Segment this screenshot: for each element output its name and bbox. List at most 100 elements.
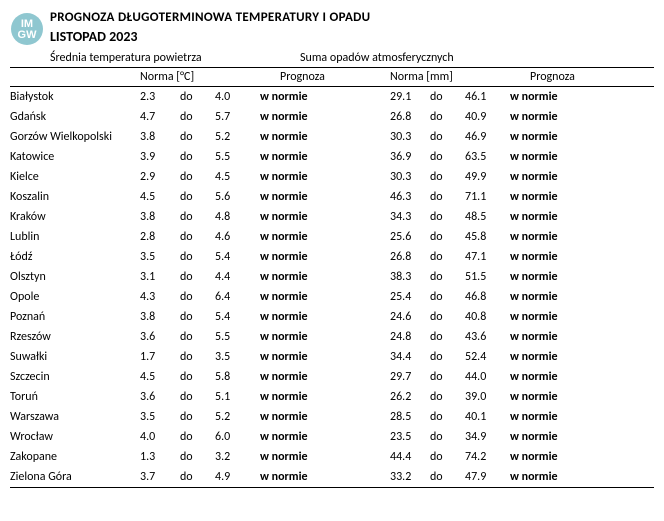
section-labels: Średnia temperatura powietrza Suma opadó… xyxy=(50,51,654,65)
cell-precip-prognosis: w normie xyxy=(510,230,654,244)
cell-temp-high: 5.6 xyxy=(215,190,260,204)
cell-do: do xyxy=(180,430,215,444)
cell-precip-prognosis: w normie xyxy=(510,310,654,324)
cell-do: do xyxy=(180,150,215,164)
cell-temp-high: 4.9 xyxy=(215,470,260,484)
cell-do: do xyxy=(430,450,465,464)
cell-temp-prognosis: w normie xyxy=(260,230,390,244)
cell-temp-low: 3.6 xyxy=(140,390,180,404)
cell-do: do xyxy=(430,390,465,404)
cell-do: do xyxy=(180,350,215,364)
cell-temp-prognosis: w normie xyxy=(260,470,390,484)
cell-precip-high: 40.9 xyxy=(465,110,510,124)
cell-precip-high: 63.5 xyxy=(465,150,510,164)
cell-temp-high: 4.6 xyxy=(215,230,260,244)
cell-precip-prognosis: w normie xyxy=(510,270,654,284)
cell-temp-prognosis: w normie xyxy=(260,130,390,144)
cell-precip-high: 46.9 xyxy=(465,130,510,144)
cell-city: Gdańsk xyxy=(10,110,140,124)
cell-precip-high: 74.2 xyxy=(465,450,510,464)
cell-do: do xyxy=(430,150,465,164)
cell-precip-prognosis: w normie xyxy=(510,450,654,464)
cell-do: do xyxy=(430,190,465,204)
cell-precip-prognosis: w normie xyxy=(510,370,654,384)
table-row: Gorzów Wielkopolski3.8do5.2w normie30.3d… xyxy=(10,127,654,147)
cell-temp-low: 4.7 xyxy=(140,110,180,124)
table-row: Zakopane1.3do3.2w normie44.4do74.2w norm… xyxy=(10,447,654,467)
cell-temp-high: 5.4 xyxy=(215,250,260,264)
cell-temp-high: 6.0 xyxy=(215,430,260,444)
cell-temp-prognosis: w normie xyxy=(260,350,390,364)
header-prog-precip: Prognoza xyxy=(530,70,654,84)
header-prog-temp: Prognoza xyxy=(280,70,390,84)
cell-temp-low: 1.7 xyxy=(140,350,180,364)
cell-precip-prognosis: w normie xyxy=(510,330,654,344)
cell-precip-prognosis: w normie xyxy=(510,350,654,364)
cell-city: Gorzów Wielkopolski xyxy=(10,130,140,144)
cell-precip-low: 44.4 xyxy=(390,450,430,464)
cell-precip-high: 52.4 xyxy=(465,350,510,364)
header: IM GW PROGNOZA DŁUGOTERMINOWA TEMPERATUR… xyxy=(10,8,654,65)
cell-temp-prognosis: w normie xyxy=(260,110,390,124)
cell-do: do xyxy=(180,250,215,264)
cell-precip-prognosis: w normie xyxy=(510,90,654,104)
cell-city: Kielce xyxy=(10,170,140,184)
precipitation-section-label: Suma opadów atmosferycznych xyxy=(300,51,654,65)
cell-precip-prognosis: w normie xyxy=(510,470,654,484)
cell-temp-prognosis: w normie xyxy=(260,430,390,444)
cell-city: Lublin xyxy=(10,230,140,244)
cell-precip-prognosis: w normie xyxy=(510,190,654,204)
logo-text-2: GW xyxy=(18,29,38,41)
table-row: Lublin2.8do4.6w normie25.6do45.8w normie xyxy=(10,227,654,247)
cell-city: Koszalin xyxy=(10,190,140,204)
cell-precip-high: 51.5 xyxy=(465,270,510,284)
temperature-section-label: Średnia temperatura powietrza xyxy=(50,51,300,65)
cell-temp-prognosis: w normie xyxy=(260,390,390,404)
cell-temp-prognosis: w normie xyxy=(260,190,390,204)
header-norm-precip: Norma [mm] xyxy=(390,70,530,84)
cell-precip-prognosis: w normie xyxy=(510,410,654,424)
cell-city: Suwałki xyxy=(10,350,140,364)
cell-precip-low: 29.1 xyxy=(390,90,430,104)
cell-temp-low: 4.0 xyxy=(140,430,180,444)
header-norm-temp: Norma [°C] xyxy=(140,70,280,84)
cell-city: Białystok xyxy=(10,90,140,104)
cell-city: Szczecin xyxy=(10,370,140,384)
cell-do: do xyxy=(430,370,465,384)
cell-do: do xyxy=(430,210,465,224)
cell-do: do xyxy=(180,110,215,124)
cell-do: do xyxy=(430,470,465,484)
cell-temp-prognosis: w normie xyxy=(260,250,390,264)
cell-precip-low: 33.2 xyxy=(390,470,430,484)
cell-precip-high: 48.5 xyxy=(465,210,510,224)
table-row: Koszalin4.5do5.6w normie46.3do71.1w norm… xyxy=(10,187,654,207)
cell-do: do xyxy=(430,250,465,264)
cell-temp-low: 3.5 xyxy=(140,410,180,424)
cell-city: Wrocław xyxy=(10,430,140,444)
cell-precip-high: 46.1 xyxy=(465,90,510,104)
cell-temp-high: 3.5 xyxy=(215,350,260,364)
cell-do: do xyxy=(180,330,215,344)
cell-city: Łódź xyxy=(10,250,140,264)
table-row: Poznań3.8do5.4w normie24.6do40.8w normie xyxy=(10,307,654,327)
cell-temp-low: 3.8 xyxy=(140,310,180,324)
cell-precip-low: 23.5 xyxy=(390,430,430,444)
cell-temp-prognosis: w normie xyxy=(260,270,390,284)
cell-do: do xyxy=(430,170,465,184)
cell-precip-low: 28.5 xyxy=(390,410,430,424)
cell-precip-low: 36.9 xyxy=(390,150,430,164)
cell-temp-prognosis: w normie xyxy=(260,170,390,184)
cell-do: do xyxy=(430,430,465,444)
cell-precip-low: 26.2 xyxy=(390,390,430,404)
cell-do: do xyxy=(430,110,465,124)
cell-precip-prognosis: w normie xyxy=(510,210,654,224)
cell-precip-high: 39.0 xyxy=(465,390,510,404)
cell-temp-low: 3.6 xyxy=(140,330,180,344)
cell-temp-high: 3.2 xyxy=(215,450,260,464)
table-row: Gdańsk4.7do5.7w normie26.8do40.9w normie xyxy=(10,107,654,127)
table-row: Warszawa3.5do5.2w normie28.5do40.1w norm… xyxy=(10,407,654,427)
cell-temp-high: 6.4 xyxy=(215,290,260,304)
cell-do: do xyxy=(430,290,465,304)
cell-temp-low: 4.3 xyxy=(140,290,180,304)
cell-precip-low: 26.8 xyxy=(390,250,430,264)
